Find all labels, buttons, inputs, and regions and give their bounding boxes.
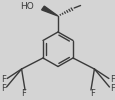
Text: F: F <box>89 89 94 98</box>
Polygon shape <box>41 6 58 16</box>
Text: F: F <box>1 75 6 84</box>
Text: F: F <box>109 84 114 93</box>
Text: F: F <box>21 89 26 98</box>
Text: F: F <box>109 75 114 84</box>
Text: F: F <box>1 84 6 93</box>
Text: HO: HO <box>20 2 34 11</box>
